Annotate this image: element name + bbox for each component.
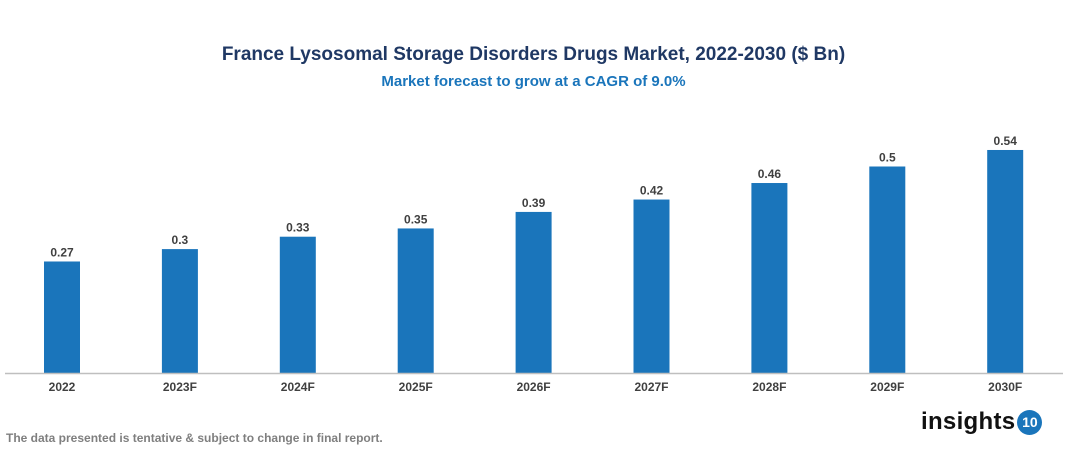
bar (161, 249, 198, 373)
bar (869, 166, 906, 373)
x-tick-label: 2026F (517, 380, 551, 394)
logo-text: insights (921, 408, 1016, 435)
data-label: 0.27 (50, 245, 74, 259)
x-tick-label: 2023F (163, 380, 197, 394)
bar (633, 199, 670, 373)
data-label: 0.46 (758, 167, 782, 181)
data-label: 0.33 (286, 221, 310, 235)
data-label: 0.35 (404, 212, 428, 226)
data-label: 0.5 (879, 151, 896, 165)
x-tick-label: 2027F (634, 380, 668, 394)
chart-subtitle: Market forecast to grow at a CAGR of 9.0… (381, 73, 686, 90)
insights10-logo: insights 10 (921, 408, 1043, 436)
x-tick-label: 2028F (752, 380, 786, 394)
data-label: 0.39 (522, 196, 546, 210)
bar (397, 228, 434, 373)
data-label: 0.54 (994, 134, 1018, 148)
x-tick-label: 2022 (49, 380, 76, 394)
x-tick-label: 2029F (870, 380, 904, 394)
x-tick-label: 2030F (988, 380, 1022, 394)
bar (279, 236, 316, 373)
x-tick-label: 2024F (281, 380, 315, 394)
footnote: The data presented is tentative & subjec… (6, 431, 383, 445)
bar (44, 261, 80, 373)
logo-badge: 10 (1017, 409, 1043, 435)
bar (515, 211, 552, 373)
x-tick-label: 2025F (399, 380, 433, 394)
chart-title: France Lysosomal Storage Disorders Drugs… (221, 44, 846, 65)
data-label: 0.3 (172, 233, 189, 247)
bar (751, 183, 788, 373)
bar (987, 149, 1024, 373)
data-label: 0.42 (640, 184, 664, 198)
